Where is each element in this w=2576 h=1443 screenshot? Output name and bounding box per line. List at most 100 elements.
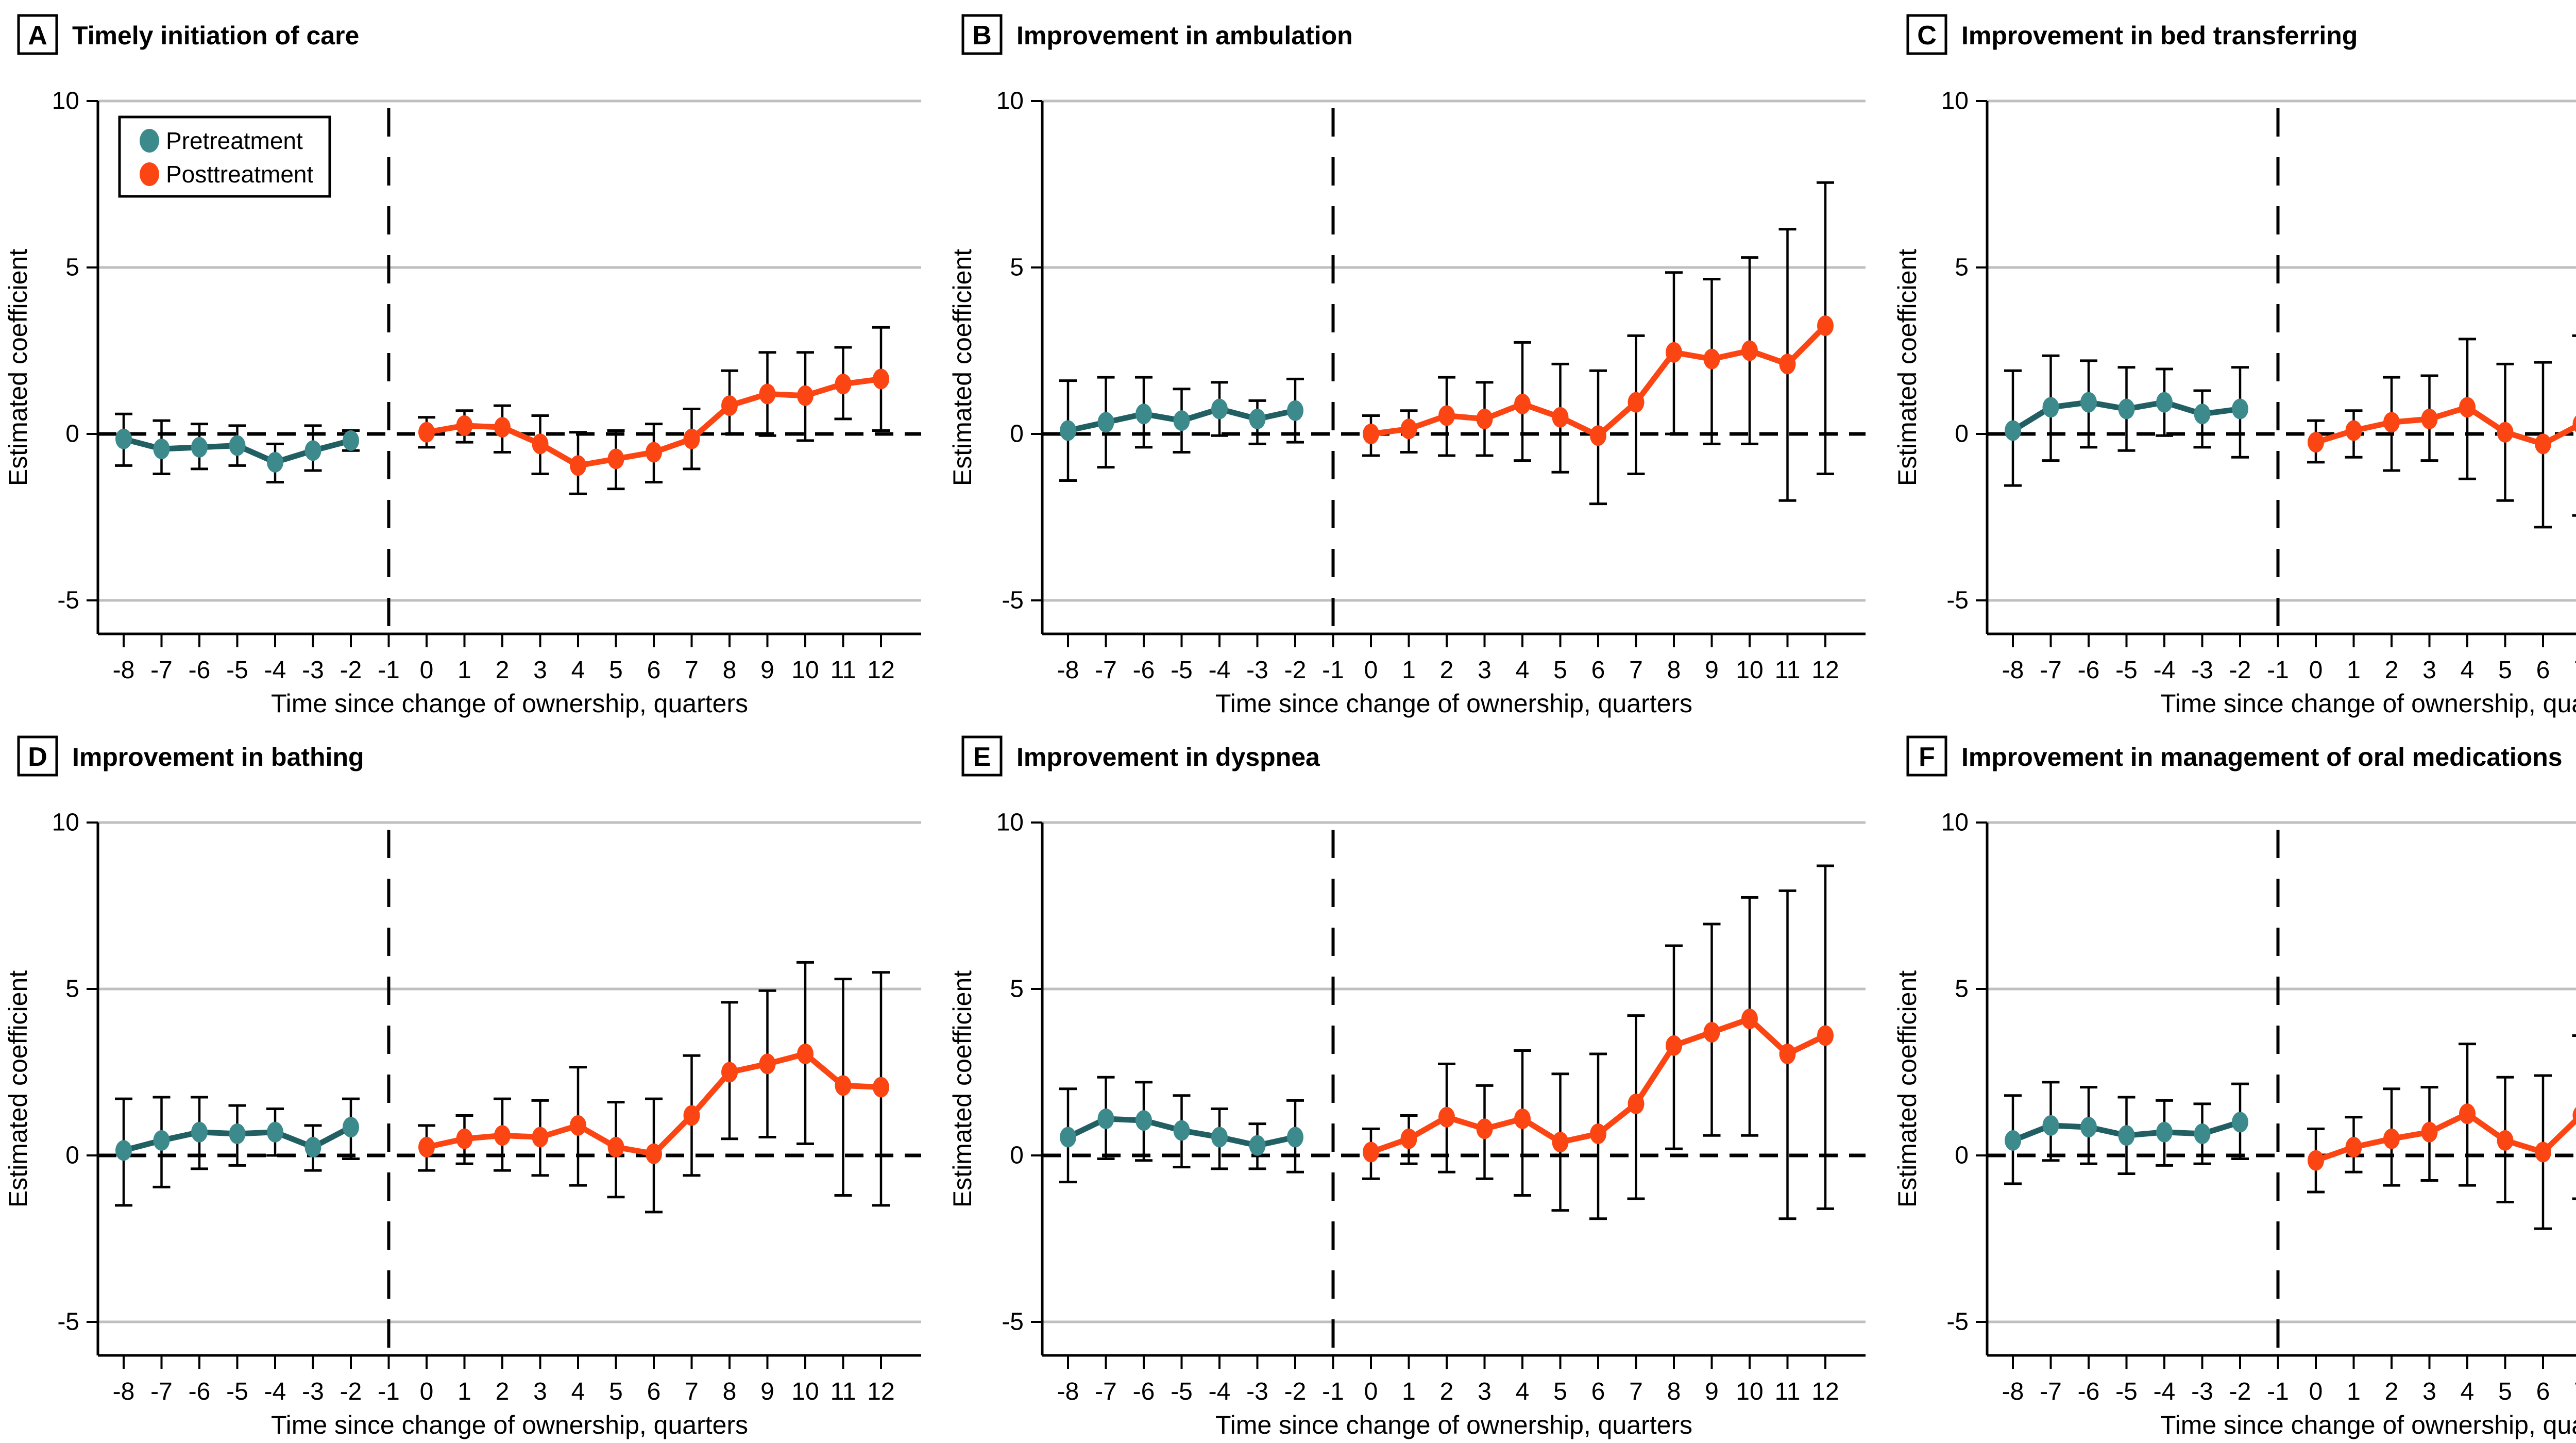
posttreatment-point xyxy=(2572,415,2576,433)
posttreatment-error-bar xyxy=(2572,1034,2576,1200)
x-axis-label: Time since change of ownership, quarters xyxy=(2160,689,2576,718)
x-tick-label: 8 xyxy=(723,657,737,684)
x-tick-label: -4 xyxy=(264,1378,286,1405)
posttreatment-point xyxy=(1552,1132,1569,1153)
pretreatment-point xyxy=(2004,420,2021,441)
posttreatment-point xyxy=(1741,340,1758,361)
x-tick-label: 0 xyxy=(2309,657,2323,684)
panel-letter: D xyxy=(28,742,47,772)
x-tick-label: -4 xyxy=(264,657,286,684)
pretreatment-point xyxy=(342,430,359,451)
pretreatment-point xyxy=(1249,1135,1266,1156)
y-tick-label: 5 xyxy=(65,254,79,281)
chart-f: F Improvement in management of oral medic… xyxy=(1893,735,2576,1439)
posttreatment-point xyxy=(532,1127,549,1148)
pretreatment-point xyxy=(229,435,246,456)
x-tick-label: -3 xyxy=(2191,657,2213,684)
y-tick-label: -5 xyxy=(1002,586,1024,614)
x-tick-label: 6 xyxy=(1591,1378,1605,1405)
y-tick-label: -5 xyxy=(1002,1308,1024,1335)
y-axis-label: Estimated coefficient xyxy=(4,249,32,486)
x-tick-label: 6 xyxy=(647,1378,661,1405)
pretreatment-point xyxy=(153,1130,170,1151)
panel-title: Improvement in dyspnea xyxy=(1016,743,1320,771)
x-tick-label: 5 xyxy=(609,657,623,684)
x-tick-label: 7 xyxy=(1629,657,1643,684)
posttreatment-point xyxy=(1514,393,1531,414)
posttreatment-point xyxy=(1514,1108,1531,1129)
x-tick-label: -1 xyxy=(1322,657,1344,684)
y-tick-label: 5 xyxy=(1955,254,1969,281)
posttreatment-point xyxy=(456,1128,473,1149)
x-tick-label: 9 xyxy=(1705,1378,1719,1405)
panel-title: Improvement in ambulation xyxy=(1016,21,1353,50)
x-tick-label: 10 xyxy=(791,657,819,684)
posttreatment-point xyxy=(1438,1106,1455,1128)
x-tick-label: -8 xyxy=(1057,657,1079,684)
x-tick-label: 3 xyxy=(1478,1378,1492,1405)
panel-b: B Improvement in ambulation 10 5 0 -5 -8 -7 -6 -5… xyxy=(944,0,1889,722)
posttreatment-point xyxy=(2383,1128,2400,1149)
pretreatment-point xyxy=(2080,1117,2097,1138)
y-axis-label: Estimated coefficient xyxy=(1893,970,1922,1207)
x-tick-label: -8 xyxy=(2002,657,2024,684)
x-tick-label: -2 xyxy=(2229,1378,2251,1405)
x-tick-label: 11 xyxy=(1775,657,1801,684)
y-tick-label: 10 xyxy=(52,809,79,836)
panel-f: F Improvement in management of oral medic… xyxy=(1889,722,2576,1443)
x-tick-label: 3 xyxy=(533,657,547,684)
posttreatment-error-bar xyxy=(2572,334,2576,517)
posttreatment-point xyxy=(2421,408,2438,429)
posttreatment-point xyxy=(2307,1150,2324,1171)
x-tick-label: 2 xyxy=(2384,657,2398,684)
posttreatment-point xyxy=(418,422,435,443)
x-tick-label: 2 xyxy=(1440,1378,1454,1405)
panel-e: E Improvement in dyspnea 10 5 0 -5 -8 -7 -6 -5 -4-… xyxy=(944,722,1889,1443)
posttreatment-point xyxy=(607,1136,624,1157)
pretreatment-point xyxy=(2080,392,2097,413)
pretreatment-point xyxy=(1097,412,1114,433)
x-tick-label: 8 xyxy=(723,1378,737,1405)
pretreatment-point xyxy=(2042,1115,2059,1136)
x-tick-label: -8 xyxy=(1057,1378,1079,1405)
posttreatment-point xyxy=(2383,412,2400,433)
posttreatment-point xyxy=(2459,1103,2476,1125)
x-tick-label: -2 xyxy=(340,1378,362,1405)
posttreatment-point xyxy=(835,374,852,395)
x-tick-label: 8 xyxy=(1667,1378,1681,1405)
x-tick-label: 4 xyxy=(1516,1378,1530,1405)
x-tick-label: -8 xyxy=(113,657,135,684)
x-tick-label: -6 xyxy=(2077,1378,2099,1405)
x-axis-label: Time since change of ownership, quarters xyxy=(271,1411,748,1439)
x-tick-label: 0 xyxy=(420,657,434,684)
x-tick-label: 3 xyxy=(1478,657,1492,684)
panel-title: Improvement in management of oral medica… xyxy=(1961,743,2563,771)
posttreatment-point xyxy=(721,395,738,416)
panel-letter: B xyxy=(973,21,992,51)
x-tick-label: 5 xyxy=(1553,1378,1567,1405)
x-tick-label: -3 xyxy=(1246,1378,1268,1405)
y-tick-label: 5 xyxy=(1955,976,1969,1003)
y-tick-label: 10 xyxy=(1941,809,1968,836)
panel-letter-box xyxy=(961,14,1003,55)
x-tick-label: -5 xyxy=(2115,657,2138,684)
pretreatment-point xyxy=(1287,1127,1304,1148)
x-tick-label: 8 xyxy=(1667,657,1681,684)
x-tick-label: 5 xyxy=(2498,657,2512,684)
y-tick-label: 5 xyxy=(1010,976,1024,1003)
y-tick-label: 0 xyxy=(1010,1142,1024,1169)
posttreatment-point xyxy=(1400,1128,1417,1149)
posttreatment-point xyxy=(1817,315,1834,337)
x-tick-label: 1 xyxy=(1402,1378,1416,1405)
posttreatment-point xyxy=(1552,407,1569,428)
panel-title: Improvement in bed transferring xyxy=(1961,21,2358,50)
x-tick-label: -1 xyxy=(2267,657,2289,684)
x-tick-label: 2 xyxy=(496,1378,510,1405)
posttreatment-point xyxy=(2497,422,2514,443)
x-tick-label: -5 xyxy=(2115,1378,2138,1405)
x-tick-label: 5 xyxy=(1553,657,1567,684)
x-tick-label: 10 xyxy=(791,1378,819,1405)
